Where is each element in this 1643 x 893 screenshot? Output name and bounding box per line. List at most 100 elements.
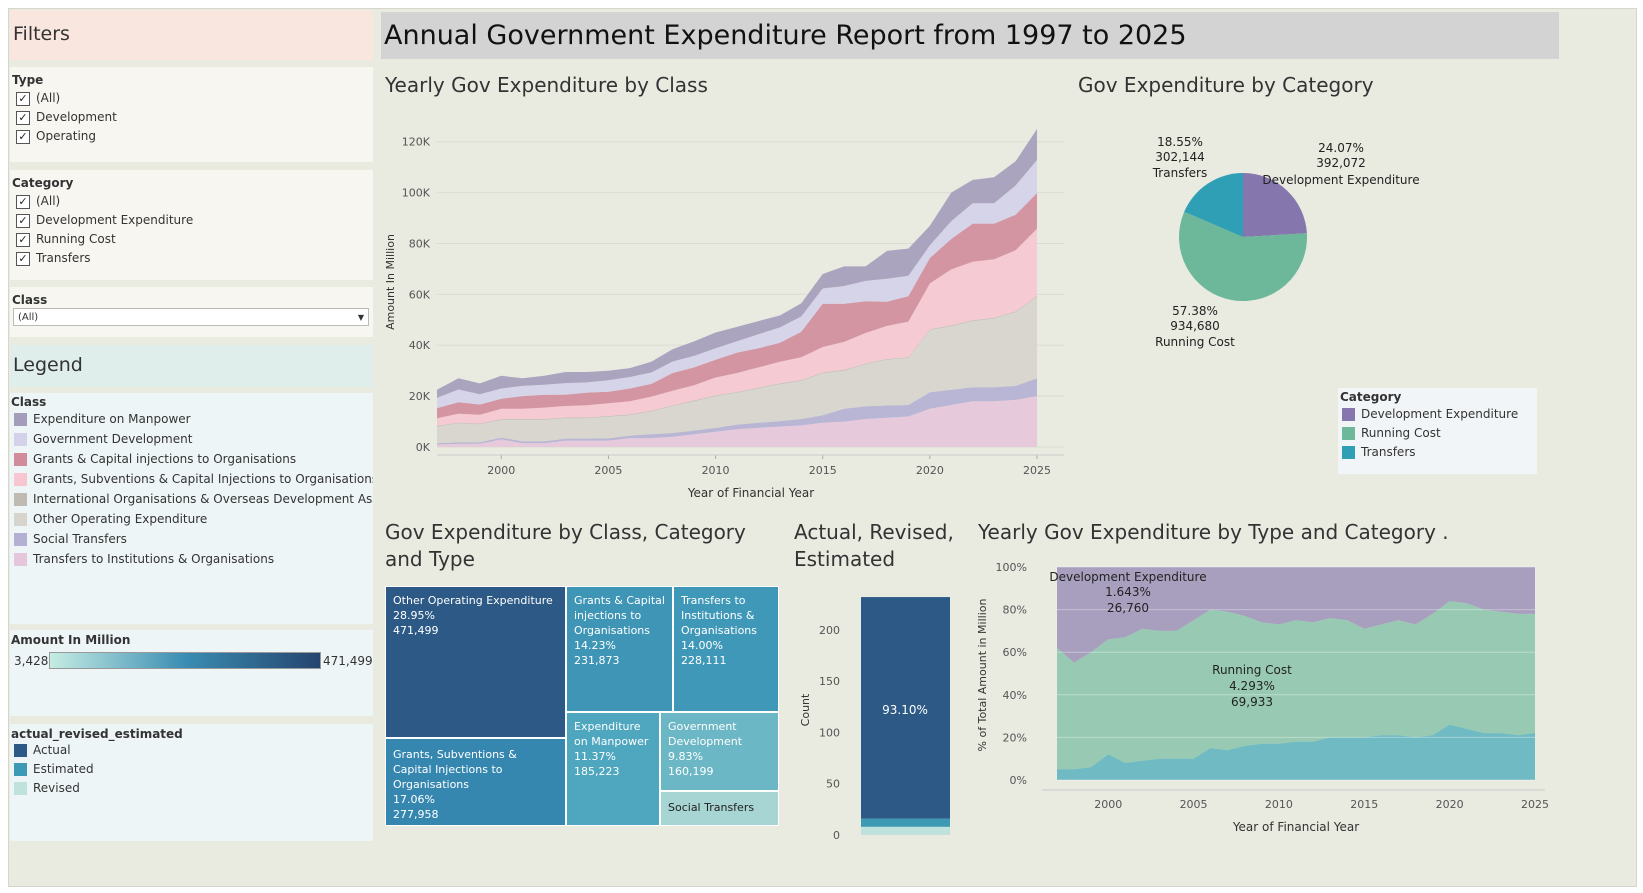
filters-title: Filters [13,23,70,45]
y-tick-label: 0 [833,829,840,842]
class-legend-item[interactable]: Social Transfers [10,529,373,549]
category-legend: Category Development Expenditure Running… [1338,388,1537,474]
checkbox-checked-icon[interactable]: ✓ [16,251,30,266]
class-legend-item[interactable]: Other Operating Expenditure [10,509,373,529]
y-tick-label: 100K [402,187,431,200]
category-option-all[interactable]: ✓ (All) [10,192,373,211]
are-bar-ylabel: Count [799,693,812,726]
treemap-title: Gov Expenditure by Class, Category and T… [385,520,746,571]
x-tick-label: 2005 [1180,798,1208,811]
area-development-expenditure[interactable] [1057,567,1535,663]
class-legend-item[interactable]: Grants, Subventions & Capital Injections… [10,469,373,489]
treemap-cell-transfers-institutions[interactable]: Transfers to Institutions & Organisation… [673,586,779,712]
checkbox-checked-icon[interactable]: ✓ [16,232,30,247]
type-option-development[interactable]: ✓ Development [10,108,373,127]
area-transfers[interactable] [1057,724,1535,780]
legend-swatch [14,553,27,566]
type-area-dev-pct: 1.643% [1105,585,1151,599]
pie-slice-development-expenditure[interactable] [1243,173,1307,237]
pie-label-dev-pct: 24.07% [1318,141,1364,155]
x-tick-label: 2020 [1436,798,1464,811]
x-tick-label: 2025 [1521,798,1549,811]
pie-slice-running-cost[interactable] [1179,211,1308,302]
pie-label-running-name: Running Cost [1155,335,1235,349]
treemap-cell-social-transfers[interactable]: Social Transfers [660,791,779,826]
y-tick-label: 20K [409,390,431,403]
class-legend-item[interactable]: International Organisations & Overseas D… [10,489,373,509]
area-expenditure-on-manpower[interactable] [437,129,1037,398]
bar-segment-actual[interactable] [861,597,950,819]
checkbox-checked-icon[interactable]: ✓ [16,194,30,209]
category-legend-running[interactable]: Running Cost [1338,424,1537,443]
area-transfers-to-institutions-organisations[interactable] [437,396,1037,447]
amount-min-label: 3,428 [14,654,49,668]
area-other-operating-expenditure[interactable] [437,296,1037,444]
pie-slice-transfers[interactable] [1184,173,1243,237]
category-legend-transfers[interactable]: Transfers [1338,443,1537,462]
x-tick-label: 2025 [1023,464,1051,477]
legend-swatch [14,433,27,446]
category-filter: Category ✓ (All) ✓ Development Expenditure… [10,170,373,280]
legend-swatch [14,493,27,506]
category-option-transfers[interactable]: ✓ Transfers [10,249,373,268]
category-legend-dev[interactable]: Development Expenditure [1338,404,1537,424]
treemap-cell-gov-development[interactable]: Government Development 9.83% 160,199 [660,712,779,791]
are-legend-item[interactable]: Revised [10,779,373,798]
type-filter: Type ✓ (All) ✓ Development ✓ Operating [10,67,373,162]
type-area-ylabel: % of Total Amount in Million [976,599,989,752]
class-legend-item[interactable]: Government Development [10,429,373,449]
chevron-down-icon[interactable]: ▼ [357,313,364,322]
x-tick-label: 2000 [487,464,515,477]
type-option-operating[interactable]: ✓ Operating [10,127,373,146]
class-legend-item[interactable]: Grants & Capital injections to Organisat… [10,449,373,469]
category-pie-chart: 18.55% 302,144 Transfers 24.07% 392,072 … [1152,135,1420,349]
category-option-running[interactable]: ✓ Running Cost [10,230,373,249]
area-running-cost[interactable] [1057,601,1535,770]
treemap-cell-other-operating[interactable]: Other Operating Expenditure 28.95% 471,499 [385,586,566,738]
filters-header: Filters [10,10,373,60]
class-legend-item[interactable]: Transfers to Institutions & Organisation… [10,549,373,569]
are-legend: actual_revised_estimated Actual Estimated… [10,724,373,841]
treemap-cell-grants-capital[interactable]: Grants & Capital injections to Organisat… [566,586,673,712]
y-tick-label: 150 [819,675,840,688]
type-area-chart: 0% 20% 40% 60% 80% 100% 2000 2005 2010 2015 2020 2… [976,561,1549,834]
bar-segment-estimated[interactable] [861,818,950,827]
are-bar-pct-label: 93.10% [882,703,928,717]
y-tick-label: 100 [819,726,840,739]
checkbox-checked-icon[interactable]: ✓ [16,129,30,144]
bar-segment-revised[interactable] [861,826,950,835]
class-area-chart: 0K 20K 40K 60K 80K 100K 120K 2000 2005 2010 2015 2… [384,129,1064,500]
treemap-cell-grants-subventions[interactable]: Grants, Subventions & Capital Injections… [385,738,566,826]
legend-swatch [14,533,27,546]
checkbox-checked-icon[interactable]: ✓ [16,213,30,228]
class-filter: Class (All) ▼ [10,287,373,337]
class-dropdown[interactable]: (All) ▼ [13,308,369,326]
are-legend-item[interactable]: Estimated [10,760,373,779]
legend-swatch [14,513,27,526]
area-grants-capital-injections-to-organisations[interactable] [437,193,1037,419]
y-tick-label: 40K [409,339,431,352]
area-social-transfers[interactable] [437,378,1037,445]
type-option-all[interactable]: ✓ (All) [10,89,373,108]
class-legend-item[interactable]: Expenditure on Manpower [10,409,373,429]
pie-label-running-value: 934,680 [1170,319,1220,333]
legend-swatch [14,413,27,426]
treemap-cell-manpower[interactable]: Expenditure on Manpower 11.37% 185,223 [566,712,660,826]
are-bar-chart: 0 50 100 150 200 Count 93.10% [799,597,950,842]
legend-swatch [1342,427,1355,440]
checkbox-checked-icon[interactable]: ✓ [16,110,30,125]
legend-swatch [14,763,27,776]
are-legend-label: actual_revised_estimated [11,727,183,741]
pie-label-transfers-pct: 18.55% [1157,135,1203,149]
category-filter-label: Category [12,176,74,190]
area-grants-subventions-capital-injections-to-organisations[interactable] [437,228,1037,426]
y-tick-label: 120K [402,136,431,149]
legend-swatch [14,473,27,486]
legend-title: Legend [13,354,83,376]
pie-label-transfers-name: Transfers [1152,166,1208,180]
checkbox-checked-icon[interactable]: ✓ [16,91,30,106]
category-option-development[interactable]: ✓ Development Expenditure [10,211,373,230]
pie-label-transfers-value: 302,144 [1155,150,1205,164]
x-tick-label: 2010 [1265,798,1293,811]
are-legend-item[interactable]: Actual [10,741,373,760]
